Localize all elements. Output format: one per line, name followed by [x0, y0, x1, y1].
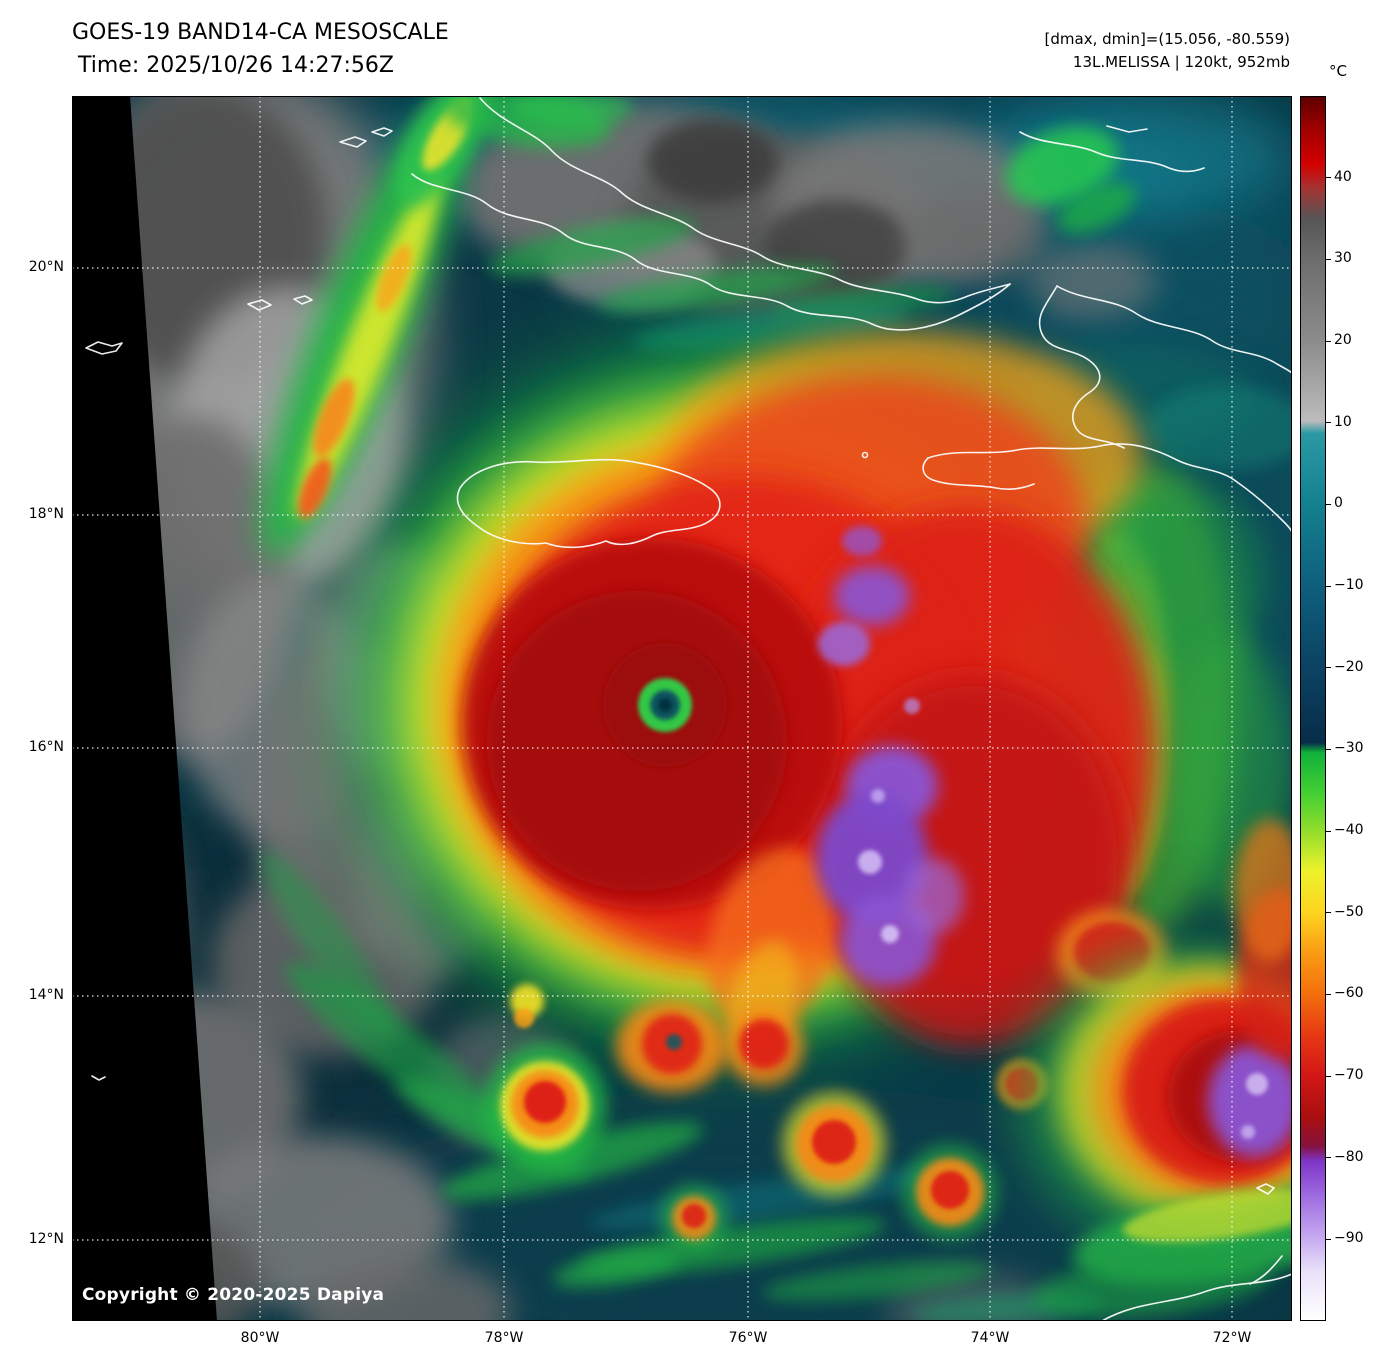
colorbar-tick-label: −50	[1334, 904, 1364, 920]
cuba-coastline	[411, 173, 1011, 331]
colorbar-tick-label: −40	[1334, 822, 1364, 838]
colorbar-tick	[1326, 586, 1331, 587]
colorbar-tick-label: 0	[1334, 495, 1343, 511]
colorbar-tick	[1326, 341, 1331, 342]
colorbar-tick	[1326, 504, 1331, 505]
lat-label-14n: 14°N	[28, 987, 64, 1003]
page-title: GOES-19 BAND14-CA MESOSCALE Time: 2025/1…	[72, 16, 449, 82]
navassa-island	[861, 451, 869, 459]
tiburon-hook	[922, 457, 1035, 491]
colorbar-tick	[1326, 994, 1331, 995]
western-cays	[85, 341, 123, 355]
hurricane-core	[327, 326, 1155, 1066]
colorbar-tick-label: −30	[1334, 740, 1364, 756]
dmax-dmin-readout: [dmax, dmin]=(15.056, -80.559)	[1044, 30, 1290, 48]
colorbar-tick	[1326, 422, 1331, 423]
storm-readout: 13L.MELISSA | 120kt, 952mb	[1072, 53, 1290, 71]
satellite-image	[72, 96, 1292, 1321]
colorbar-tick	[1326, 1239, 1331, 1240]
coast-spur	[1249, 1255, 1283, 1285]
lon-label-74w: 74°W	[970, 1330, 1010, 1346]
coastlines	[85, 97, 1292, 1321]
lat-label-16n: 16°N	[28, 739, 64, 755]
hispaniola-north-coastline	[1056, 285, 1292, 374]
colorbar-tick	[1326, 1157, 1331, 1158]
lat-label-12n: 12°N	[28, 1231, 64, 1247]
colorbar-tick	[1326, 667, 1331, 668]
hispaniola-gulf-coastline	[1038, 285, 1125, 449]
map-plot: Copyright © 2020-2025 Dapiya	[72, 96, 1292, 1321]
small-cay-2	[371, 127, 393, 137]
hurricane-eye	[603, 643, 727, 767]
colorbar-tick	[1326, 749, 1331, 750]
lon-label-78w: 78°W	[484, 1330, 524, 1346]
island-sketch	[1106, 125, 1148, 133]
cuba-north-coastline	[479, 97, 1011, 304]
hispaniola-south-coastline	[927, 443, 1292, 534]
south-america-coastline	[1101, 1273, 1292, 1321]
tiny-islet	[91, 1075, 106, 1081]
colorbar-tick	[1326, 177, 1331, 178]
colorbar-tick-label: 10	[1334, 414, 1352, 430]
lat-label-20n: 20°N	[28, 259, 64, 275]
lat-label-18n: 18°N	[28, 506, 64, 522]
colorbar-gradient	[1301, 97, 1325, 1320]
colorbar-tick	[1326, 912, 1331, 913]
lon-label-72w: 72°W	[1212, 1330, 1252, 1346]
colorbar-tick-label: −10	[1334, 577, 1364, 593]
graticule	[72, 96, 1292, 1321]
cold-tops-purple	[816, 526, 964, 987]
southern-convection	[483, 908, 1168, 1252]
data-info: [dmax, dmin]=(15.056, -80.559) 13L.MELIS…	[1045, 28, 1290, 74]
colorbar-tick-label: −60	[1334, 985, 1364, 1001]
colorbar-unit: °C	[1329, 62, 1347, 80]
colorbar-tick-label: −80	[1334, 1149, 1364, 1165]
colorbar-tick-label: −90	[1334, 1230, 1364, 1246]
timestamp: Time: 2025/10/26 14:27:56Z	[78, 53, 394, 78]
small-island-se	[1256, 1183, 1275, 1195]
jamaica-coastline	[456, 458, 721, 549]
cayman-island-2	[293, 295, 313, 305]
lon-label-76w: 76°W	[728, 1330, 768, 1346]
colorbar-tick-label: 30	[1334, 250, 1352, 266]
cuba-east-coastline	[1019, 131, 1205, 173]
colorbar-tick-label: −70	[1334, 1067, 1364, 1083]
colorbar-tick-label: 20	[1334, 332, 1352, 348]
colorbar-tick-label: −20	[1334, 659, 1364, 675]
small-cay-1	[339, 136, 367, 148]
lon-label-80w: 80°W	[240, 1330, 280, 1346]
southeast-system	[1017, 819, 1292, 1319]
plot-border	[72, 96, 1292, 1321]
product-title: GOES-19 BAND14-CA MESOSCALE	[72, 20, 449, 45]
copyright: Copyright © 2020-2025 Dapiya	[82, 1285, 385, 1305]
colorbar	[1300, 96, 1326, 1321]
scan-edge	[72, 96, 217, 1321]
cayman-island	[247, 299, 272, 311]
colorbar-tick	[1326, 831, 1331, 832]
colorbar-tick	[1326, 259, 1331, 260]
colorbar-tick	[1326, 1076, 1331, 1077]
colorbar-tick-label: 40	[1334, 169, 1352, 185]
